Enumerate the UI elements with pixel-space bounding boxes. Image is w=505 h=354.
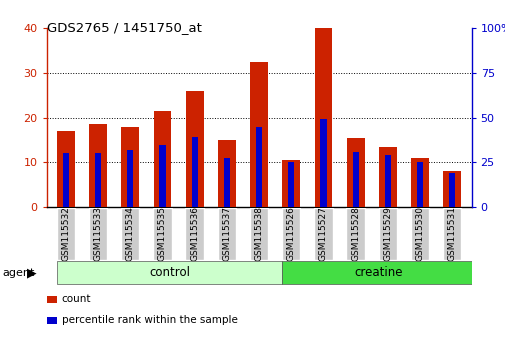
- Text: GSM115530: GSM115530: [415, 206, 424, 262]
- Text: GSM115536: GSM115536: [190, 206, 199, 262]
- Text: GSM115531: GSM115531: [447, 206, 456, 262]
- Bar: [249, 62, 268, 207]
- Text: GSM115537: GSM115537: [222, 206, 231, 262]
- Text: GSM115526: GSM115526: [286, 206, 295, 262]
- Text: GSM115528: GSM115528: [350, 206, 360, 262]
- Text: GSM115534: GSM115534: [126, 206, 134, 262]
- Text: creatine: creatine: [354, 266, 402, 279]
- Bar: [159, 144, 165, 207]
- Text: control: control: [148, 266, 189, 279]
- FancyBboxPatch shape: [57, 208, 75, 260]
- Bar: [121, 127, 139, 207]
- FancyBboxPatch shape: [185, 208, 204, 260]
- FancyBboxPatch shape: [346, 208, 364, 260]
- Text: GSM115535: GSM115535: [158, 206, 167, 262]
- FancyBboxPatch shape: [281, 261, 474, 284]
- Text: GSM115529: GSM115529: [383, 206, 391, 262]
- Bar: [314, 28, 332, 207]
- Bar: [352, 152, 358, 207]
- Bar: [346, 138, 364, 207]
- Bar: [191, 137, 197, 207]
- Bar: [282, 160, 299, 207]
- FancyBboxPatch shape: [281, 208, 300, 260]
- FancyBboxPatch shape: [314, 208, 332, 260]
- Text: GDS2765 / 1451750_at: GDS2765 / 1451750_at: [46, 21, 201, 34]
- Bar: [95, 154, 101, 207]
- Bar: [442, 171, 460, 207]
- FancyBboxPatch shape: [57, 261, 281, 284]
- Text: GSM115538: GSM115538: [254, 206, 263, 262]
- Bar: [416, 162, 422, 207]
- FancyBboxPatch shape: [442, 208, 461, 260]
- Text: GSM115527: GSM115527: [318, 206, 327, 262]
- Text: count: count: [62, 294, 91, 304]
- Bar: [63, 154, 69, 207]
- Bar: [378, 147, 396, 207]
- Bar: [89, 124, 107, 207]
- Bar: [218, 140, 235, 207]
- Bar: [223, 158, 229, 207]
- Bar: [185, 91, 203, 207]
- Bar: [57, 131, 75, 207]
- FancyBboxPatch shape: [378, 208, 396, 260]
- Bar: [256, 127, 262, 207]
- Text: GSM115532: GSM115532: [61, 206, 70, 262]
- FancyBboxPatch shape: [121, 208, 139, 260]
- FancyBboxPatch shape: [410, 208, 428, 260]
- Text: GSM115533: GSM115533: [93, 206, 103, 262]
- FancyBboxPatch shape: [249, 208, 268, 260]
- Text: percentile rank within the sample: percentile rank within the sample: [62, 315, 237, 325]
- Bar: [288, 162, 294, 207]
- Text: agent: agent: [3, 268, 35, 278]
- Bar: [127, 150, 133, 207]
- Bar: [320, 120, 326, 207]
- Bar: [448, 173, 454, 207]
- Bar: [411, 158, 428, 207]
- Bar: [384, 155, 390, 207]
- Text: ▶: ▶: [27, 267, 37, 280]
- Bar: [154, 111, 171, 207]
- FancyBboxPatch shape: [217, 208, 235, 260]
- FancyBboxPatch shape: [89, 208, 107, 260]
- FancyBboxPatch shape: [153, 208, 171, 260]
